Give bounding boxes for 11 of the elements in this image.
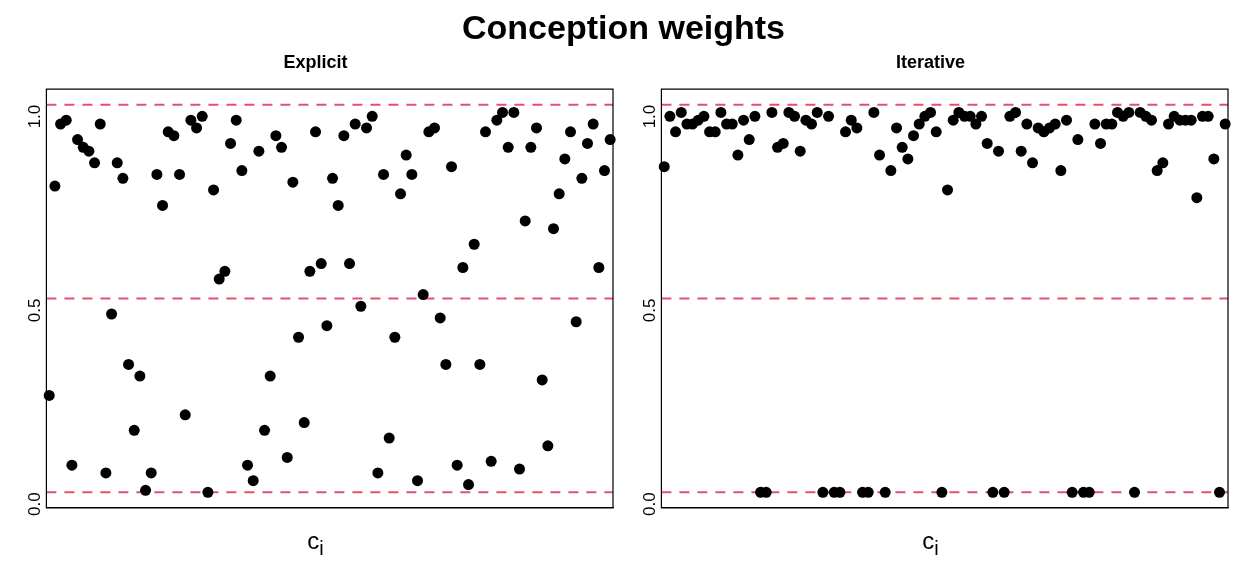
- y-tick-label: 1.0: [640, 104, 660, 129]
- y-tick-label: 0.0: [640, 492, 660, 516]
- chart-title: Conception weights: [461, 8, 786, 48]
- y-tick-label: 1.0: [25, 104, 45, 129]
- chart-subtitle: Explicit: [283, 52, 348, 74]
- y-tick-label: 0.5: [640, 298, 660, 323]
- x-axis-title: c$_{i}$: [307, 527, 324, 560]
- y-tick-label: 0.5: [25, 298, 45, 323]
- x-axis-title: c$_{i}$: [922, 527, 939, 560]
- y-tick-label: 0.0: [25, 492, 45, 516]
- chart-subtitle: Iterative: [895, 52, 966, 74]
